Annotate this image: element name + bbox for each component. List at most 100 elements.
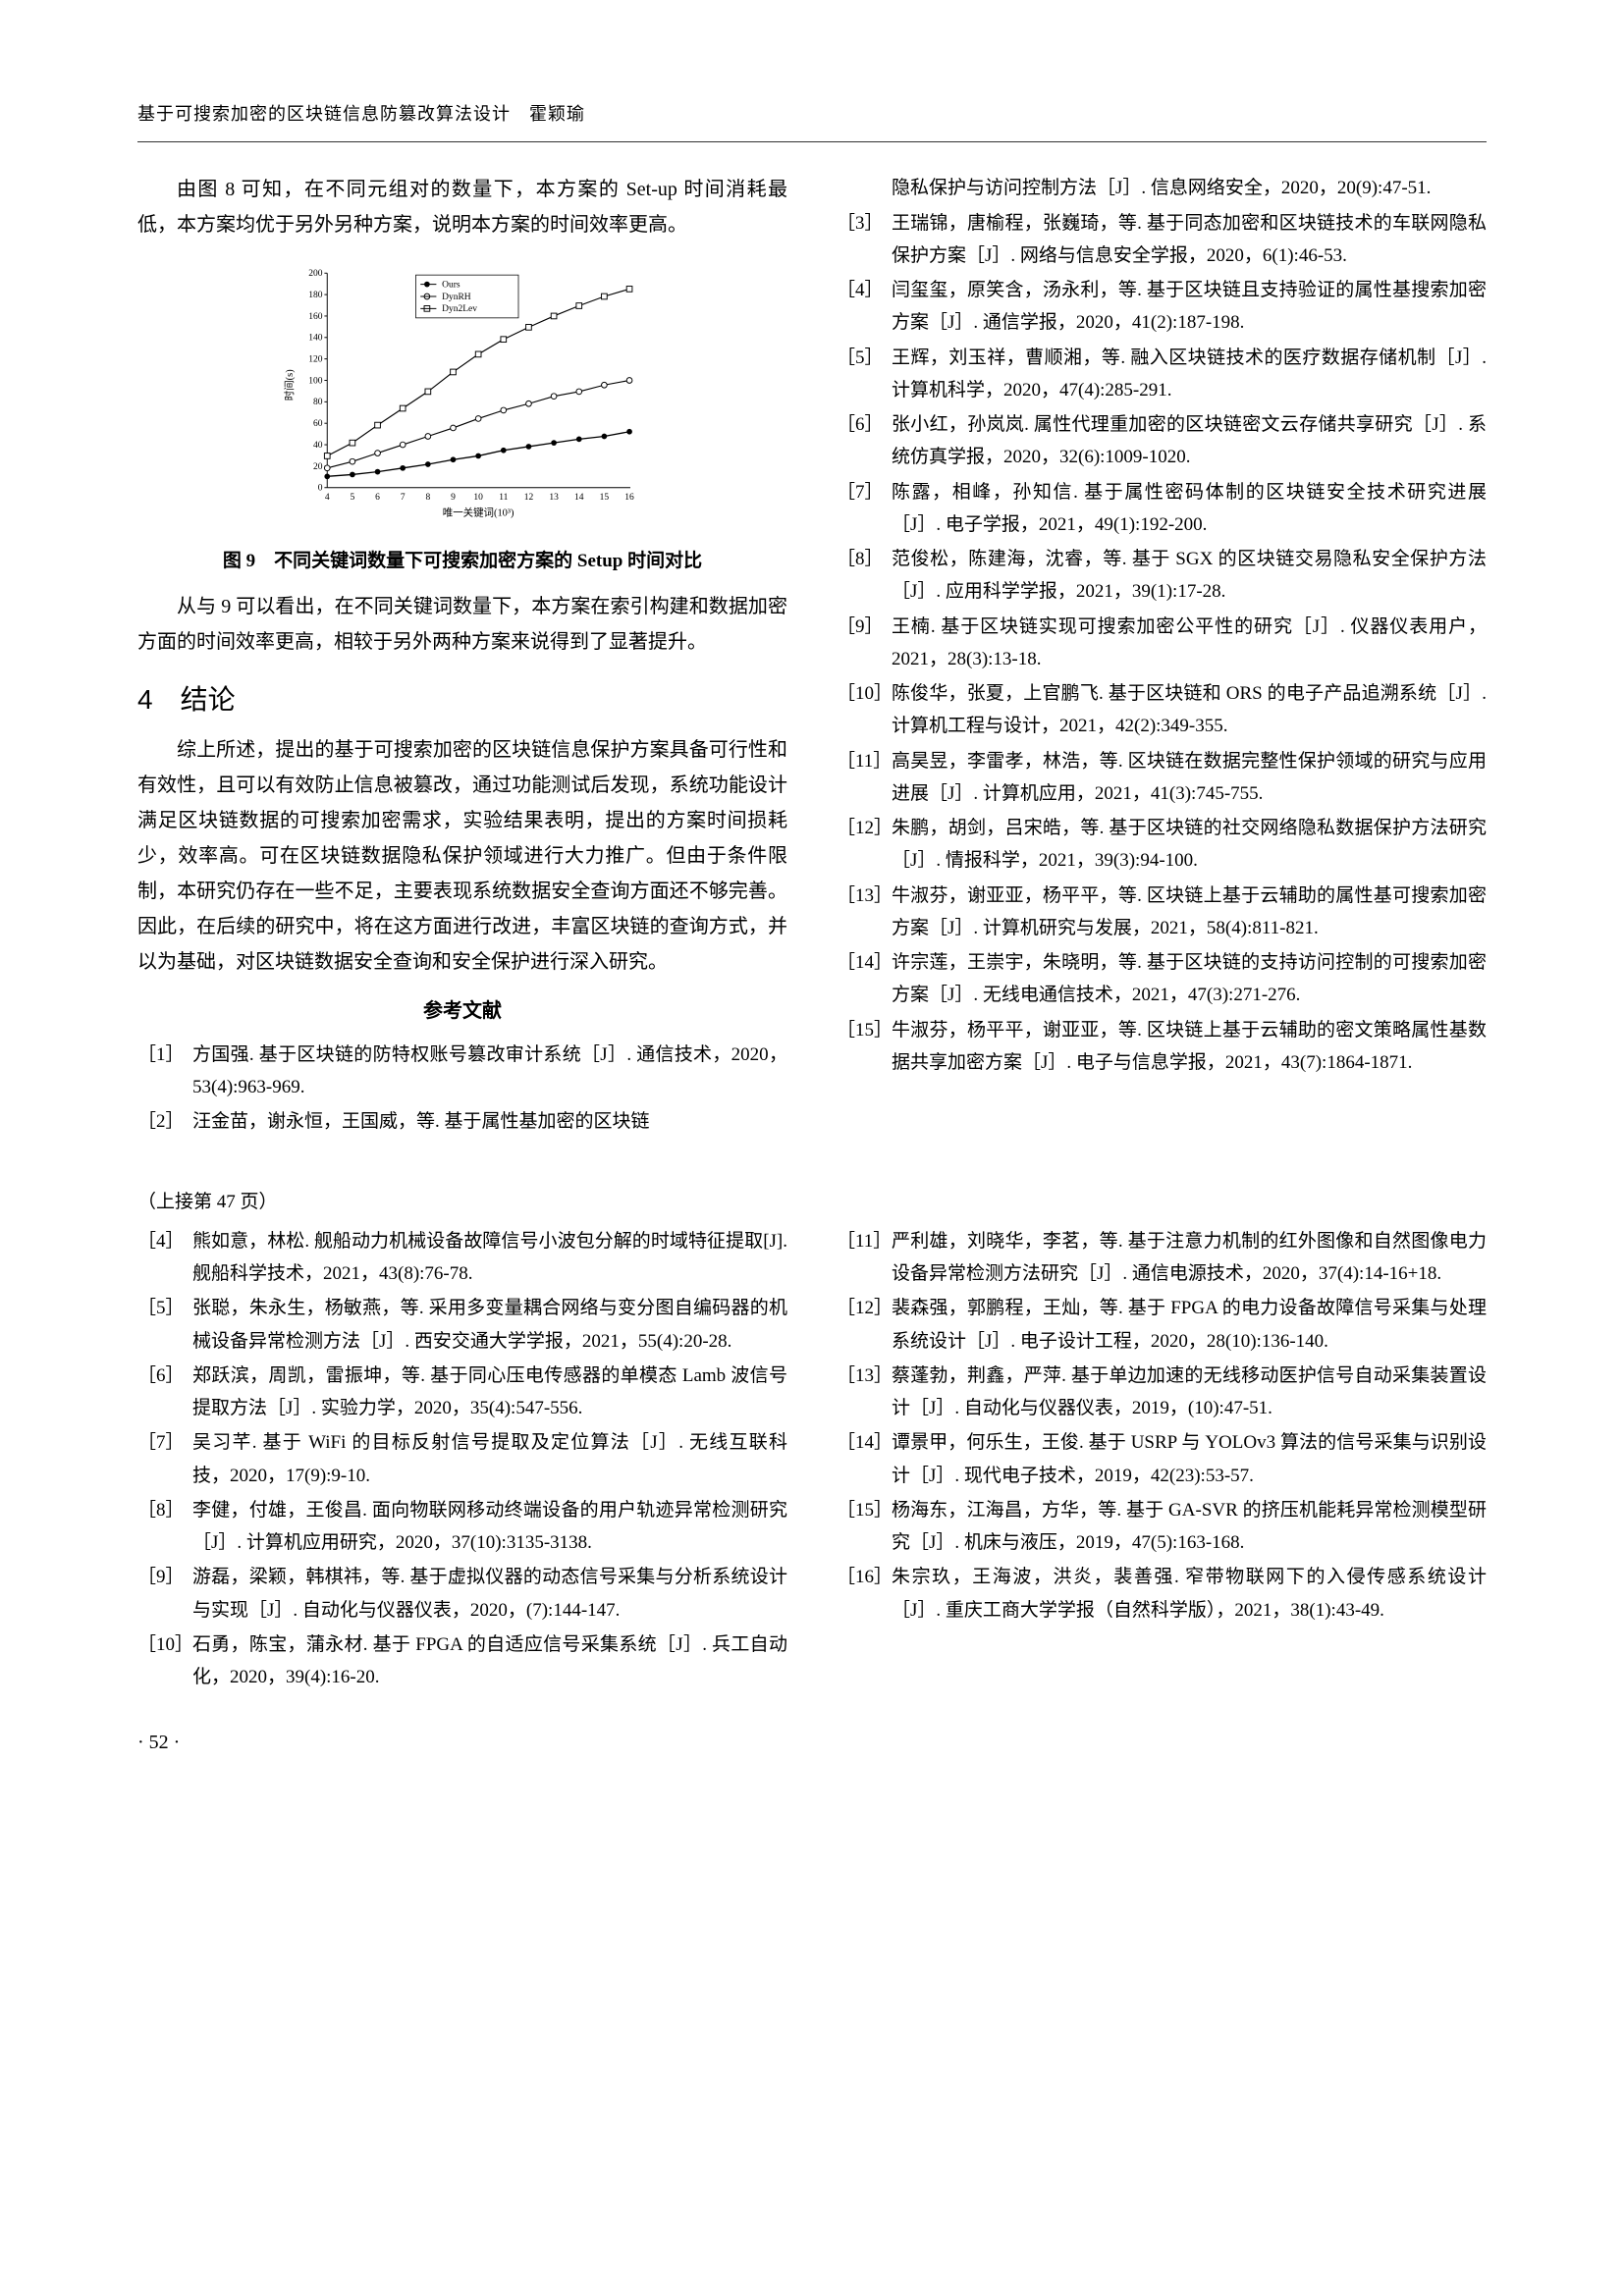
ref-text: 王辉，刘玉祥，曹顺湘，等. 融入区块链技术的医疗数据存储机制［J］. 计算机科学… xyxy=(892,342,1487,407)
ref-item: ［6］郑跃滨，周凯，雷振坤，等. 基于同心压电传感器的单模态 Lamb 波信号提… xyxy=(137,1360,787,1425)
ref-number: ［3］ xyxy=(837,207,892,273)
ref-number: ［5］ xyxy=(137,1292,192,1358)
page-header: 基于可搜索加密的区块链信息防篡改算法设计 霍颖瑜 xyxy=(137,98,1487,142)
ref-text: 王楠. 基于区块链实现可搜索加密公平性的研究［J］. 仪器仪表用户，2021，2… xyxy=(892,611,1487,676)
ref-item: ［11］高昊昱，李雷孝，林浩，等. 区块链在数据完整性保护领域的研究与应用进展［… xyxy=(837,745,1487,811)
ref-item: ［8］李健，付雄，王俊昌. 面向物联网移动终端设备的用户轨迹异常检测研究［J］.… xyxy=(137,1494,787,1560)
ref-item: ［1］方国强. 基于区块链的防特权账号篡改审计系统［J］. 通信技术，2020，… xyxy=(137,1039,787,1104)
ref-text: 李健，付雄，王俊昌. 面向物联网移动终端设备的用户轨迹异常检测研究［J］. 计算… xyxy=(192,1494,787,1560)
ref-item: ［3］王瑞锦，唐榆程，张巍琦，等. 基于同态加密和区块链技术的车联网隐私保护方案… xyxy=(837,207,1487,273)
svg-text:11: 11 xyxy=(499,493,508,503)
ref-number: ［4］ xyxy=(837,274,892,340)
ref-item: ［13］蔡蓬勃，荆鑫，严萍. 基于单边加速的无线移动医护信号自动采集装置设计［J… xyxy=(837,1360,1487,1425)
ref-number: ［15］ xyxy=(837,1014,892,1080)
section-name: 结论 xyxy=(181,684,236,715)
svg-text:9: 9 xyxy=(451,493,456,503)
left-refs-list: ［1］方国强. 基于区块链的防特权账号篡改审计系统［J］. 通信技术，2020，… xyxy=(137,1039,787,1139)
right-refs-list: ［3］王瑞锦，唐榆程，张巍琦，等. 基于同态加密和区块链技术的车联网隐私保护方案… xyxy=(837,207,1487,1080)
bottom-left: ［4］熊如意，林松. 舰船动力机械设备故障信号小波包分解的时域特征提取[J]. … xyxy=(137,1225,787,1696)
page-number: · 52 · xyxy=(137,1725,1487,1760)
ref-text: 熊如意，林松. 舰船动力机械设备故障信号小波包分解的时域特征提取[J]. 舰船科… xyxy=(192,1225,787,1291)
ref-number: ［10］ xyxy=(137,1629,192,1694)
wavy-separator xyxy=(137,1164,1487,1172)
ref-item: ［5］张聪，朱永生，杨敏燕，等. 采用多变量耦合网络与变分图自编码器的机械设备异… xyxy=(137,1292,787,1358)
ref-item: ［4］闫玺玺，原笑含，汤永利，等. 基于区块链且支持验证的属性基搜索加密方案［J… xyxy=(837,274,1487,340)
ref-text: 朱宗玖，王海波，洪炎，裴善强. 窄带物联网下的入侵传感系统设计［J］. 重庆工商… xyxy=(892,1561,1487,1627)
ref-text: 张小红，孙岚岚. 属性代理重加密的区块链密文云存储共享研究［J］. 系统仿真学报… xyxy=(892,408,1487,474)
svg-text:8: 8 xyxy=(425,493,430,503)
ref-number: ［10］ xyxy=(837,677,892,743)
ref-text: 裴森强，郭鹏程，王灿，等. 基于 FPGA 的电力设备故障信号采集与处理系统设计… xyxy=(892,1292,1487,1358)
ref-item: ［12］朱鹏，胡剑，吕宋皓，等. 基于区块链的社交网络隐私数据保护方法研究［J］… xyxy=(837,812,1487,878)
para-1: 由图 8 可知，在不同元组对的数量下，本方案的 Set-up 时间消耗最低，本方… xyxy=(137,172,787,242)
ref-text: 许宗莲，王崇宇，朱晓明，等. 基于区块链的支持访问控制的可搜索加密方案［J］. … xyxy=(892,946,1487,1012)
ref-item: ［5］王辉，刘玉祥，曹顺湘，等. 融入区块链技术的医疗数据存储机制［J］. 计算… xyxy=(837,342,1487,407)
svg-text:0: 0 xyxy=(318,484,323,494)
ref-text: 陈露，相峰，孙知信. 基于属性密码体制的区块链安全技术研究进展［J］. 电子学报… xyxy=(892,476,1487,542)
bottom-columns: ［4］熊如意，林松. 舰船动力机械设备故障信号小波包分解的时域特征提取[J]. … xyxy=(137,1225,1487,1696)
ref-number: ［16］ xyxy=(837,1561,892,1627)
bottom-right-refs: ［11］严利雄，刘晓华，李茗，等. 基于注意力机制的红外图像和自然图像电力设备异… xyxy=(837,1225,1487,1627)
svg-text:160: 160 xyxy=(308,312,323,322)
svg-text:13: 13 xyxy=(549,493,559,503)
svg-text:140: 140 xyxy=(308,334,323,344)
svg-text:120: 120 xyxy=(308,355,323,365)
svg-text:200: 200 xyxy=(308,269,323,279)
ref-number: ［15］ xyxy=(837,1494,892,1560)
ref-number: ［2］ xyxy=(137,1105,192,1138)
ref-item: ［11］严利雄，刘晓华，李茗，等. 基于注意力机制的红外图像和自然图像电力设备异… xyxy=(837,1225,1487,1291)
ref-number: ［12］ xyxy=(837,812,892,878)
ref-text: 范俊松，陈建海，沈睿，等. 基于 SGX 的区块链交易隐私安全保护方法［J］. … xyxy=(892,543,1487,609)
svg-text:5: 5 xyxy=(351,493,355,503)
ref-item: ［4］熊如意，林松. 舰船动力机械设备故障信号小波包分解的时域特征提取[J]. … xyxy=(137,1225,787,1291)
ref-text: 谭景甲，何乐生，王俊. 基于 USRP 与 YOLOv3 算法的信号采集与识别设… xyxy=(892,1426,1487,1492)
ref-text: 高昊昱，李雷孝，林浩，等. 区块链在数据完整性保护领域的研究与应用进展［J］. … xyxy=(892,745,1487,811)
ref-number: ［8］ xyxy=(137,1494,192,1560)
svg-text:40: 40 xyxy=(313,441,323,451)
svg-text:80: 80 xyxy=(313,399,323,408)
ref-text: 陈俊华，张夏，上官鹏飞. 基于区块链和 ORS 的电子产品追溯系统［J］. 计算… xyxy=(892,677,1487,743)
ref-item: ［7］陈露，相峰，孙知信. 基于属性密码体制的区块链安全技术研究进展［J］. 电… xyxy=(837,476,1487,542)
svg-text:唯一关键词(10³): 唯一关键词(10³) xyxy=(443,507,514,519)
ref-number: ［13］ xyxy=(837,880,892,945)
ref-item: ［14］许宗莲，王崇宇，朱晓明，等. 基于区块链的支持访问控制的可搜索加密方案［… xyxy=(837,946,1487,1012)
left-column: 由图 8 可知，在不同元组对的数量下，本方案的 Set-up 时间消耗最低，本方… xyxy=(137,172,787,1140)
section-num: 4 xyxy=(137,684,153,715)
ref-item: ［9］王楠. 基于区块链实现可搜索加密公平性的研究［J］. 仪器仪表用户，202… xyxy=(837,611,1487,676)
ref-text: 游磊，梁颖，韩棋祎，等. 基于虚拟仪器的动态信号采集与分析系统设计与实现［J］.… xyxy=(192,1561,787,1627)
ref-item: ［9］游磊，梁颖，韩棋祎，等. 基于虚拟仪器的动态信号采集与分析系统设计与实现［… xyxy=(137,1561,787,1627)
ref-text: 杨海东，江海昌，方华，等. 基于 GA-SVR 的挤压机能耗异常检测模型研究［J… xyxy=(892,1494,1487,1560)
chart-svg: 0 20 40 60 80 100 120 140 160 180 200 4 … xyxy=(276,252,649,527)
ref-number: ［7］ xyxy=(837,476,892,542)
ref-text: 严利雄，刘晓华，李茗，等. 基于注意力机制的红外图像和自然图像电力设备异常检测方… xyxy=(892,1225,1487,1291)
ref-text: 郑跃滨，周凯，雷振坤，等. 基于同心压电传感器的单模态 Lamb 波信号提取方法… xyxy=(192,1360,787,1425)
ref-number: ［1］ xyxy=(137,1039,192,1104)
ref-text: 蔡蓬勃，荆鑫，严萍. 基于单边加速的无线移动医护信号自动采集装置设计［J］. 自… xyxy=(892,1360,1487,1425)
ref-number: ［13］ xyxy=(837,1360,892,1425)
ref-text: 吴习芊. 基于 WiFi 的目标反射信号提取及定位算法［J］. 无线互联科技，2… xyxy=(192,1426,787,1492)
svg-text:14: 14 xyxy=(574,493,584,503)
ref-item: ［8］范俊松，陈建海，沈睿，等. 基于 SGX 的区块链交易隐私安全保护方法［J… xyxy=(837,543,1487,609)
bottom-left-refs: ［4］熊如意，林松. 舰船动力机械设备故障信号小波包分解的时域特征提取[J]. … xyxy=(137,1225,787,1694)
ref-text: 王瑞锦，唐榆程，张巍琦，等. 基于同态加密和区块链技术的车联网隐私保护方案［J］… xyxy=(892,207,1487,273)
ref-number: ［6］ xyxy=(837,408,892,474)
right-column: 隐私保护与访问控制方法［J］. 信息网络安全，2020，20(9):47-51.… xyxy=(837,172,1487,1140)
svg-text:180: 180 xyxy=(308,291,323,300)
svg-text:7: 7 xyxy=(401,493,406,503)
ref-text: 汪金苗，谢永恒，王国威，等. 基于属性基加密的区块链 xyxy=(192,1105,787,1138)
svg-text:6: 6 xyxy=(375,493,380,503)
ref-item: ［10］陈俊华，张夏，上官鹏飞. 基于区块链和 ORS 的电子产品追溯系统［J］… xyxy=(837,677,1487,743)
para-2: 从与 9 可以看出，在不同关键词数量下，本方案在索引构建和数据加密方面的时间效率… xyxy=(137,589,787,660)
svg-text:Dyn2Lev: Dyn2Lev xyxy=(442,305,477,315)
ref-number: ［14］ xyxy=(837,946,892,1012)
ref-cont: 隐私保护与访问控制方法［J］. 信息网络安全，2020，20(9):47-51. xyxy=(837,172,1487,204)
svg-text:60: 60 xyxy=(313,419,323,429)
ref-item: ［14］谭景甲，何乐生，王俊. 基于 USRP 与 YOLOv3 算法的信号采集… xyxy=(837,1426,1487,1492)
ref-item: ［10］石勇，陈宝，蒲永材. 基于 FPGA 的自适应信号采集系统［J］. 兵工… xyxy=(137,1629,787,1694)
svg-text:Ours: Ours xyxy=(442,281,460,291)
ref-item: ［16］朱宗玖，王海波，洪炎，裴善强. 窄带物联网下的入侵传感系统设计［J］. … xyxy=(837,1561,1487,1627)
ref-item: ［6］张小红，孙岚岚. 属性代理重加密的区块链密文云存储共享研究［J］. 系统仿… xyxy=(837,408,1487,474)
ref-number: ［5］ xyxy=(837,342,892,407)
ref-number: ［6］ xyxy=(137,1360,192,1425)
ref-item: ［7］吴习芊. 基于 WiFi 的目标反射信号提取及定位算法［J］. 无线互联科… xyxy=(137,1426,787,1492)
